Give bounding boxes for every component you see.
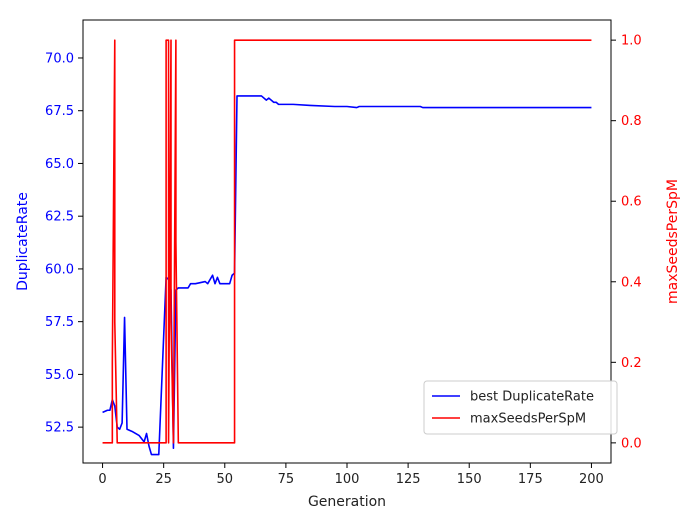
x-tick-label: 0 xyxy=(98,472,106,487)
x-tick-label: 125 xyxy=(396,472,421,487)
right-y-tick-label: 0.6 xyxy=(621,195,642,210)
series-line-maxseedsperspm xyxy=(102,39,592,444)
right-y-tick-label: 0.8 xyxy=(621,114,642,129)
series-layer xyxy=(102,39,592,456)
x-tick-label: 75 xyxy=(278,472,295,487)
right-y-tick-label: 0.0 xyxy=(621,436,642,451)
right-y-axis-ticks: 0.0 0.2 0.4 0.6 0.8 1.0 xyxy=(611,34,642,451)
legend-label-maxseedsperspm: maxSeedsPerSpM xyxy=(470,412,586,427)
series-line-best-duplicaterate xyxy=(102,95,592,456)
legend-label-best-duplicaterate: best DuplicateRate xyxy=(470,390,594,405)
x-tick-label: 25 xyxy=(155,472,172,487)
x-tick-label: 150 xyxy=(457,472,482,487)
x-tick-label: 200 xyxy=(579,472,604,487)
right-y-tick-label: 1.0 xyxy=(621,34,642,49)
legend-box xyxy=(423,380,618,435)
left-y-tick-label: 60.0 xyxy=(45,262,74,277)
legend: best DuplicateRate maxSeedsPerSpM xyxy=(423,380,618,435)
left-y-axis-ticks: 52.5 55.0 57.5 60.0 62.5 65.0 67.5 70.0 xyxy=(45,51,83,436)
left-y-tick-label: 70.0 xyxy=(45,51,74,66)
x-tick-label: 50 xyxy=(217,472,234,487)
x-axis-label: Generation xyxy=(308,494,386,510)
x-tick-label: 175 xyxy=(518,472,543,487)
right-y-tick-label: 0.4 xyxy=(621,275,642,290)
x-axis-ticks: 0 25 50 75 100 125 150 175 200 xyxy=(98,463,604,487)
left-y-tick-label: 67.5 xyxy=(45,104,74,119)
left-y-tick-label: 65.0 xyxy=(45,157,74,172)
right-y-axis-label: maxSeedsPerSpM xyxy=(665,179,681,304)
left-y-tick-label: 52.5 xyxy=(45,421,74,436)
left-y-tick-label: 57.5 xyxy=(45,315,74,330)
left-y-axis-label: DuplicateRate xyxy=(15,192,31,291)
left-y-tick-label: 55.0 xyxy=(45,368,74,383)
x-tick-label: 100 xyxy=(335,472,360,487)
left-y-tick-label: 62.5 xyxy=(45,210,74,225)
right-y-tick-label: 0.2 xyxy=(621,356,642,371)
